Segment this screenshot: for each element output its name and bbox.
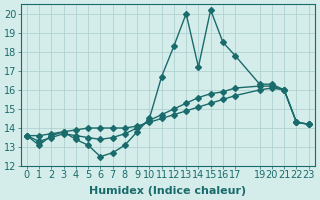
X-axis label: Humidex (Indice chaleur): Humidex (Indice chaleur) bbox=[89, 186, 246, 196]
